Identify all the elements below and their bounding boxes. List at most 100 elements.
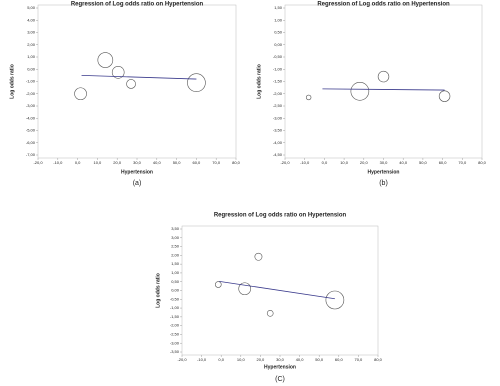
bubble xyxy=(214,281,222,288)
y-axis-label: Log odds ratio xyxy=(155,273,161,308)
y-tick-label: -2,00 xyxy=(273,91,283,96)
y-tick-label: 2,50 xyxy=(171,244,180,249)
x-tick-label: 80,0 xyxy=(478,160,487,165)
x-tick-label: 40,0 xyxy=(296,357,305,362)
y-axis-label: Log odds ratio xyxy=(256,64,262,99)
x-tick-label: 20,0 xyxy=(257,357,266,362)
regression-line xyxy=(322,88,445,91)
y-tick-label: 0,00 xyxy=(274,42,283,47)
y-tick-label: -2,50 xyxy=(170,331,180,336)
caption: (b) xyxy=(379,180,388,187)
x-tick-label: 0,0 xyxy=(218,357,224,362)
x-tick-label: 10,0 xyxy=(94,160,103,165)
y-tick-label: -2,00 xyxy=(170,323,180,328)
bubble xyxy=(254,252,263,261)
x-axis-label: Hypertension xyxy=(368,169,400,175)
chart-title: Regression of Log odds ratio on Hyperten… xyxy=(71,2,204,8)
chart-title: Regression of Log odds ratio on Hyperten… xyxy=(317,2,450,8)
x-tick-label: 30,0 xyxy=(133,160,142,165)
y-tick-label: 5,00 xyxy=(27,5,36,10)
y-tick-label: 2,00 xyxy=(27,42,36,47)
y-tick-label: 0,00 xyxy=(27,66,36,71)
plot-frame xyxy=(284,4,483,159)
bubble xyxy=(438,90,451,102)
y-tick-label: -4,00 xyxy=(273,140,283,145)
bubble xyxy=(74,87,87,101)
x-tick-label: 80,0 xyxy=(232,160,241,165)
y-tick-label: -3,00 xyxy=(170,340,180,345)
x-tick-label: 10,0 xyxy=(237,357,246,362)
y-tick-label: 0,50 xyxy=(171,279,180,284)
bubble xyxy=(305,94,312,101)
y-tick-label: -5,00 xyxy=(26,128,36,133)
y-tick-label: 1,50 xyxy=(274,5,283,10)
chart-title: Regression of Log odds ratio on Hyperten… xyxy=(214,213,347,219)
x-tick-label: -20,0 xyxy=(33,160,43,165)
x-tick-label: -20,0 xyxy=(177,357,187,362)
x-tick-label: 30,0 xyxy=(380,160,389,165)
y-tick-label: -3,00 xyxy=(26,103,36,108)
y-tick-label: -1,50 xyxy=(170,314,180,319)
bubble xyxy=(187,73,206,93)
y-tick-label: 2,00 xyxy=(171,252,180,257)
x-tick-label: 20,0 xyxy=(113,160,122,165)
x-tick-label: 10,0 xyxy=(340,160,349,165)
y-tick-label: 3,50 xyxy=(171,226,180,231)
x-tick-label: 70,0 xyxy=(355,357,364,362)
x-tick-label: 60,0 xyxy=(193,160,202,165)
plot-frame xyxy=(37,4,237,159)
y-tick-label: -0,50 xyxy=(273,54,283,59)
y-tick-label: -4,00 xyxy=(26,115,36,120)
y-tick-label: 4,00 xyxy=(27,17,36,22)
y-tick-label: -1,00 xyxy=(26,79,36,84)
y-tick-label: -3,50 xyxy=(273,128,283,133)
y-tick-label: -3,50 xyxy=(170,349,180,354)
y-tick-label: 1,00 xyxy=(171,270,180,275)
x-tick-label: 50,0 xyxy=(315,357,324,362)
y-tick-label: 1,00 xyxy=(274,17,283,22)
x-tick-label: 70,0 xyxy=(458,160,467,165)
x-tick-label: 50,0 xyxy=(419,160,428,165)
y-tick-label: 0,00 xyxy=(171,288,180,293)
x-tick-label: 40,0 xyxy=(153,160,162,165)
x-tick-label: -10,0 xyxy=(53,160,63,165)
x-axis-label: Hypertension xyxy=(121,169,153,175)
bubble xyxy=(377,70,390,83)
bubble xyxy=(126,79,136,89)
y-tick-label: 3,00 xyxy=(171,235,180,240)
y-tick-label: -4,50 xyxy=(273,152,283,157)
y-tick-label: -3,00 xyxy=(273,115,283,120)
y-axis-label: Log odds ratio xyxy=(9,64,15,99)
x-tick-label: -20,0 xyxy=(280,160,290,165)
x-tick-label: 40,0 xyxy=(399,160,408,165)
bubble xyxy=(97,52,114,68)
y-tick-label: 1,00 xyxy=(27,54,36,59)
y-tick-label: 1,50 xyxy=(171,261,180,266)
x-tick-label: 20,0 xyxy=(360,160,369,165)
caption: (a) xyxy=(133,180,142,187)
x-tick-label: 70,0 xyxy=(212,160,221,165)
x-tick-label: 80,0 xyxy=(374,357,383,362)
x-tick-label: 50,0 xyxy=(173,160,182,165)
x-tick-label: 30,0 xyxy=(276,357,285,362)
y-tick-label: 0,50 xyxy=(274,30,283,35)
x-axis-label: Hypertension xyxy=(264,364,296,370)
x-tick-label: -10,0 xyxy=(197,357,207,362)
bubble xyxy=(111,66,125,79)
y-tick-label: -1,50 xyxy=(273,79,283,84)
y-tick-label: -0,50 xyxy=(170,296,180,301)
x-tick-label: 0,0 xyxy=(75,160,81,165)
x-tick-label: 60,0 xyxy=(439,160,448,165)
y-tick-label: -1,00 xyxy=(273,66,283,71)
y-tick-label: 3,00 xyxy=(27,30,36,35)
bubble xyxy=(266,310,274,317)
bubble xyxy=(325,290,345,310)
caption: (C) xyxy=(275,376,285,383)
y-tick-label: -2,50 xyxy=(273,103,283,108)
y-tick-label: -1,00 xyxy=(170,305,180,310)
regression-line xyxy=(81,74,197,80)
y-tick-label: -7,00 xyxy=(26,152,36,157)
regression-line xyxy=(219,280,335,300)
bubble xyxy=(350,82,370,101)
